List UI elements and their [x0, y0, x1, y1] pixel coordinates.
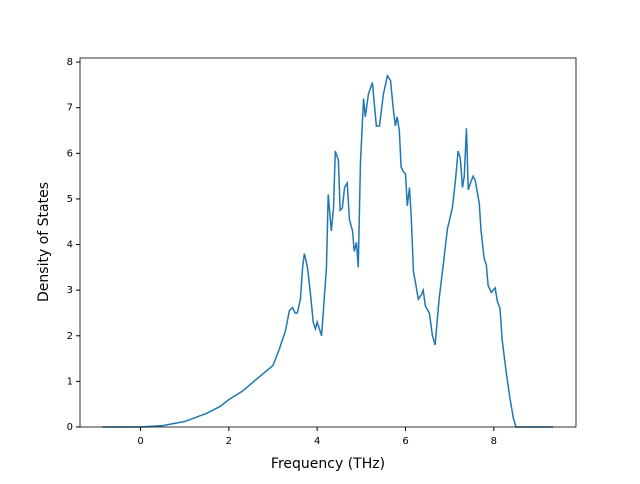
y-tick-label: 5	[67, 194, 73, 205]
y-tick-label: 8	[67, 57, 73, 68]
x-tick-label: 0	[137, 436, 143, 447]
y-tick-label: 2	[67, 331, 73, 342]
x-tick-label: 2	[226, 436, 232, 447]
x-axis-label: Frequency (THz)	[271, 456, 385, 472]
x-tick-label: 8	[491, 436, 497, 447]
y-tick-label: 3	[67, 285, 73, 296]
y-tick-label: 1	[67, 376, 73, 387]
line	[102, 73, 554, 428]
y-tick-label: 4	[67, 240, 73, 251]
plot-frame	[79, 57, 577, 428]
y-tick-label: 0	[67, 422, 73, 433]
y-axis-label: Density of States	[36, 182, 52, 302]
y-tick-label: 6	[67, 148, 73, 159]
x-tick-label: 4	[314, 436, 320, 447]
x-tick-label: 6	[402, 436, 408, 447]
y-tick-label: 7	[67, 103, 73, 114]
